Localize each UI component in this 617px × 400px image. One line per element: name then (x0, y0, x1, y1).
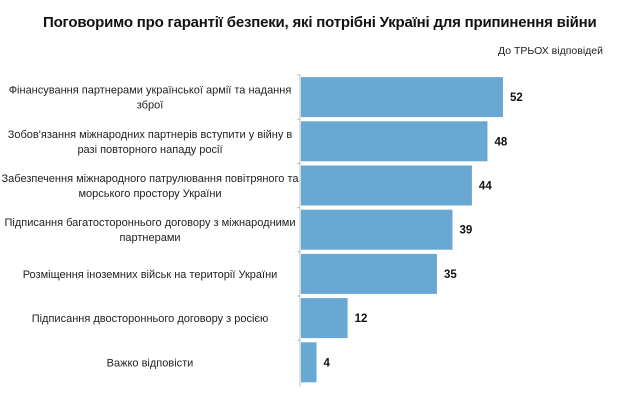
bar (301, 209, 453, 250)
data-label: 52 (510, 92, 523, 104)
data-label: 39 (460, 225, 473, 237)
data-label: 4 (324, 357, 331, 369)
bar (301, 298, 348, 339)
bar (301, 121, 488, 162)
category-label: Підписання двостороннього договору з рос… (32, 313, 269, 325)
bar (301, 77, 503, 118)
category-label: Фінансування партнерами української армі… (9, 85, 292, 97)
category-label: Зобов'язання міжнародних партнерів вступ… (8, 129, 293, 141)
category-label: разі повторного нападу росії (77, 144, 222, 156)
data-label: 35 (444, 269, 457, 281)
data-label: 48 (494, 136, 507, 148)
category-label: Важко відповісти (107, 357, 194, 369)
category-label: Розміщення іноземних військ на території… (23, 269, 278, 281)
category-label: Забезпечення міжнародного патрулювання п… (2, 173, 300, 185)
bar (301, 165, 472, 206)
category-label: зброї (137, 100, 164, 112)
chart-title: Поговоримо про гарантії безпеки, які пот… (43, 14, 597, 31)
category-label: морського простору України (78, 188, 221, 200)
data-label: 44 (479, 181, 492, 193)
category-label: Підписання багатостороннього договору з … (4, 217, 295, 229)
category-label: партнерами (119, 232, 180, 244)
chart-note: До ТРЬОХ відповідей (498, 45, 603, 57)
bar (301, 342, 317, 383)
data-label: 12 (355, 313, 368, 325)
bar (301, 253, 437, 294)
